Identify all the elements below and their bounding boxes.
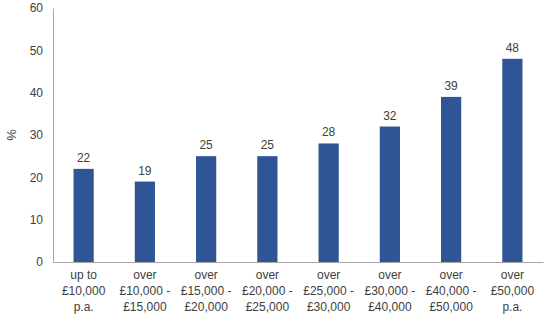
y-tick: 20 [30, 171, 53, 185]
bar [441, 97, 461, 262]
x-tick-label-line: over [194, 268, 217, 282]
data-label: 25 [261, 138, 275, 152]
data-label: 32 [383, 109, 397, 123]
bar [257, 156, 277, 262]
x-tick-label-line: £30,000 - [365, 284, 416, 298]
x-tick-label-line: £40,000 - [426, 284, 477, 298]
x-tick-label: over £15,000 - £20,000 [181, 268, 232, 314]
x-tick-label-line: £10,000 - [120, 284, 171, 298]
x-tick: over £10,000 - £15,000 [120, 262, 171, 314]
x-tick-label-line: p.a. [502, 300, 522, 314]
x-tick: over £15,000 - £20,000 [181, 262, 232, 314]
y-tick-label: 20 [30, 171, 44, 185]
data-labels: 22 19 25 25 28 32 39 48 [77, 41, 519, 178]
data-label: 48 [506, 41, 520, 55]
bars [74, 59, 523, 262]
y-tick: 30 [30, 128, 53, 142]
y-tick: 0 [36, 255, 53, 269]
y-axis: 0 10 20 30 40 50 60 [30, 1, 54, 269]
x-tick: up to £10,000 p.a. [62, 262, 106, 314]
x-tick-label-line: p.a. [74, 300, 94, 314]
x-tick-label-line: over [439, 268, 462, 282]
x-tick: over £20,000 - £25,000 [242, 262, 293, 314]
bar [196, 156, 216, 262]
x-tick-label-line: over [317, 268, 340, 282]
x-tick: over £30,000 - £40,000 [365, 262, 416, 314]
x-tick-label-line: £50,000 [429, 300, 473, 314]
chart: 0 10 20 30 40 50 60 up to £10,000 p.a. over £10,000… [0, 0, 544, 326]
x-tick-label-line: £10,000 [62, 284, 106, 298]
x-tick-label-line: over [256, 268, 279, 282]
x-tick-label: over £20,000 - £25,000 [242, 268, 293, 314]
x-tick-label-line: £25,000 [246, 300, 290, 314]
bar [135, 182, 155, 262]
y-tick-label: 10 [30, 213, 44, 227]
x-tick-label-line: up to [70, 268, 97, 282]
x-tick-label-line: £20,000 [184, 300, 228, 314]
x-tick-label-line: over [378, 268, 401, 282]
x-tick-label-line: £40,000 [368, 300, 412, 314]
x-tick-label-line: over [501, 268, 524, 282]
x-axis-line [54, 262, 544, 263]
x-tick-label: over £40,000 - £50,000 [426, 268, 477, 314]
y-tick: 40 [30, 86, 53, 100]
y-axis-title: % [4, 129, 19, 141]
x-tick-label-line: £50,000 [491, 284, 535, 298]
x-tick-label-line: £20,000 - [242, 284, 293, 298]
x-tick-label-line: over [133, 268, 156, 282]
bar [74, 169, 94, 262]
y-axis-line [53, 9, 54, 263]
y-tick-label: 50 [30, 44, 44, 58]
y-tick: 60 [30, 1, 53, 15]
bar [319, 143, 339, 262]
y-tick: 10 [30, 213, 53, 227]
x-tick: over £25,000 - £30,000 [303, 262, 354, 314]
x-tick: over £50,000 p.a. [491, 262, 535, 314]
y-tick-label: 40 [30, 86, 44, 100]
data-label: 28 [322, 125, 336, 139]
bar [380, 127, 400, 262]
y-tick-label: 30 [30, 128, 44, 142]
y-tick-label: 0 [36, 255, 43, 269]
y-tick-label: 60 [30, 1, 44, 15]
data-label: 19 [138, 164, 152, 178]
x-tick-label-line: £15,000 [123, 300, 167, 314]
x-tick-label: over £50,000 p.a. [491, 268, 535, 314]
y-tick: 50 [30, 44, 53, 58]
data-label: 25 [199, 138, 213, 152]
x-tick-label: over £30,000 - £40,000 [365, 268, 416, 314]
x-tick-label-line: £15,000 - [181, 284, 232, 298]
data-label: 39 [444, 79, 458, 93]
x-tick-label: over £10,000 - £15,000 [120, 268, 171, 314]
x-tick-label-line: £25,000 - [303, 284, 354, 298]
x-tick-label-line: £30,000 [307, 300, 351, 314]
data-label: 22 [77, 151, 91, 165]
x-axis: up to£10,000p.a.over£10,000 -£15,000over… [54, 262, 544, 314]
x-tick-label: up to £10,000 p.a. [62, 268, 106, 314]
x-tick-label: over £25,000 - £30,000 [303, 268, 354, 314]
x-tick: over £40,000 - £50,000 [426, 262, 477, 314]
bar [502, 59, 522, 262]
